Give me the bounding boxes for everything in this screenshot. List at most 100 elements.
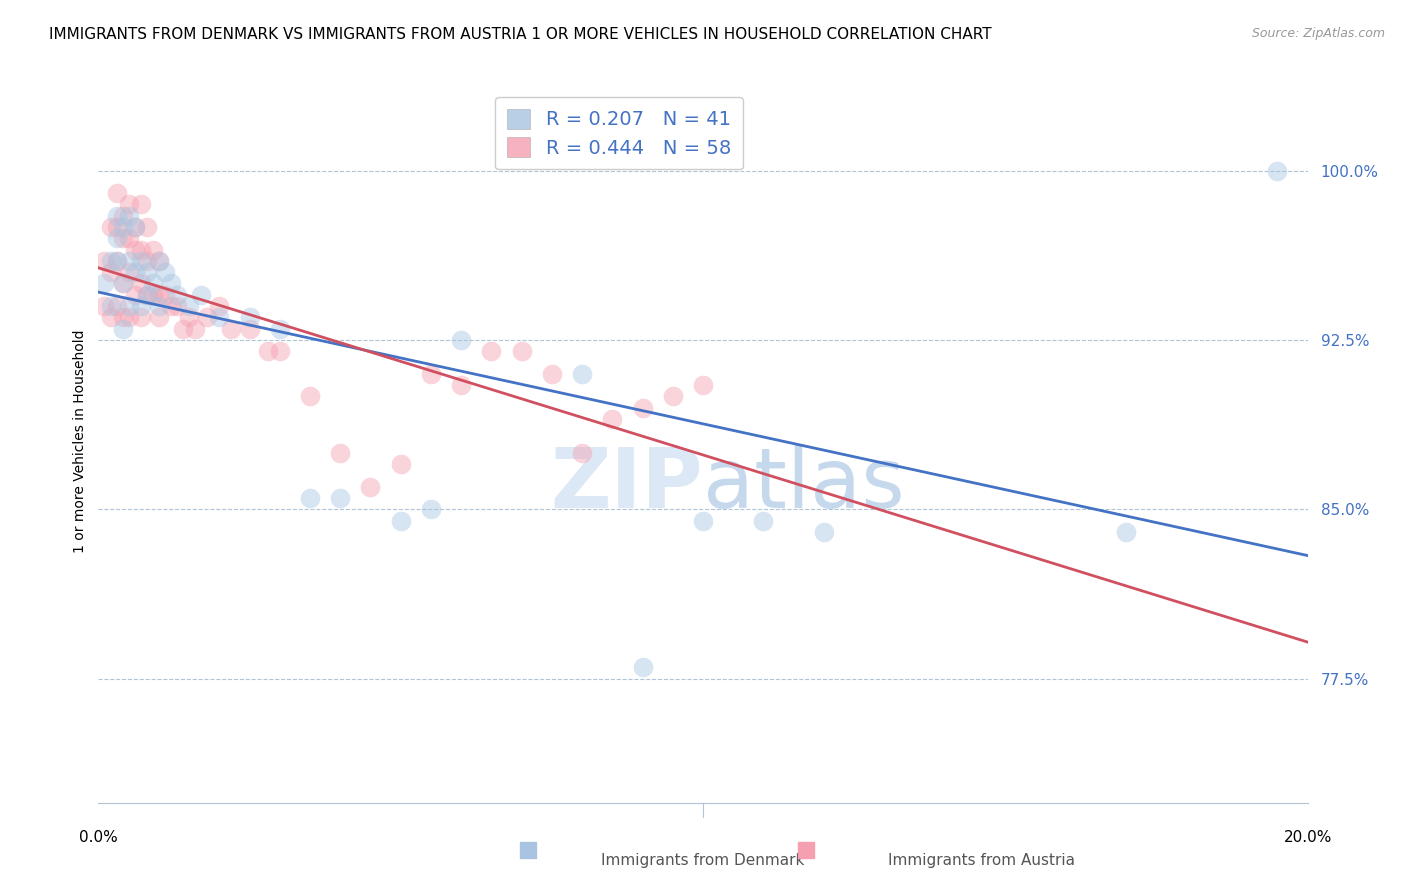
Point [239, 321, 262, 335]
Point [118, 299, 141, 313]
Text: 20.0%: 20.0% [1284, 830, 1331, 845]
Text: Immigrants from Austria: Immigrants from Austria [887, 854, 1074, 869]
Point [105, 209, 128, 223]
Point [100, 299, 122, 313]
Y-axis label: 1 or more Vehicles in Household: 1 or more Vehicles in Household [73, 330, 87, 553]
Point [256, 344, 278, 359]
Point [129, 299, 152, 313]
Point [269, 321, 291, 335]
Point [540, 367, 562, 381]
Point [602, 412, 624, 426]
Point [105, 186, 128, 201]
Point [692, 514, 714, 528]
Point [105, 299, 128, 313]
Point [571, 367, 593, 381]
Point [360, 480, 382, 494]
Point [571, 446, 593, 460]
Point [124, 243, 146, 257]
Point [221, 321, 243, 335]
Point [111, 277, 134, 291]
Point [148, 299, 170, 313]
Point [208, 310, 231, 325]
Legend: R = 0.207   N = 41, R = 0.444   N = 58: R = 0.207 N = 41, R = 0.444 N = 58 [495, 97, 742, 169]
Point [118, 310, 141, 325]
Point [129, 243, 152, 257]
Point [813, 524, 835, 539]
Point [510, 344, 533, 359]
Point [153, 265, 176, 279]
Point [299, 389, 322, 403]
Point [172, 321, 194, 335]
Point [190, 287, 212, 301]
Text: ZIP: ZIP [551, 444, 703, 525]
Point [118, 231, 141, 245]
Point [124, 265, 146, 279]
Text: Immigrants from Denmark: Immigrants from Denmark [602, 854, 804, 869]
Point [135, 253, 157, 268]
Point [105, 253, 128, 268]
Point [124, 220, 146, 235]
Point [100, 310, 122, 325]
Point [118, 197, 141, 211]
Point [129, 253, 152, 268]
Point [148, 253, 170, 268]
Point [450, 378, 472, 392]
Point [135, 287, 157, 301]
Point [208, 299, 231, 313]
Point [111, 321, 134, 335]
Point [142, 277, 165, 291]
Point [184, 321, 207, 335]
Point [118, 265, 141, 279]
Point [100, 220, 122, 235]
Point [179, 299, 201, 313]
Point [129, 197, 152, 211]
Point [135, 287, 157, 301]
Text: atlas: atlas [703, 444, 904, 525]
Point [93, 277, 115, 291]
Point [1115, 524, 1137, 539]
Text: 0.0%: 0.0% [79, 830, 118, 845]
Point [160, 299, 183, 313]
Point [420, 502, 443, 516]
Point [148, 253, 170, 268]
Point [100, 265, 122, 279]
Point [93, 299, 115, 313]
Point [481, 344, 503, 359]
Point [153, 287, 176, 301]
Point [124, 220, 146, 235]
Point [111, 220, 134, 235]
Point [329, 491, 352, 505]
Point [160, 277, 183, 291]
Point [142, 287, 165, 301]
Text: Source: ZipAtlas.com: Source: ZipAtlas.com [1251, 27, 1385, 40]
Point [111, 209, 134, 223]
Text: IMMIGRANTS FROM DENMARK VS IMMIGRANTS FROM AUSTRIA 1 OR MORE VEHICLES IN HOUSEHO: IMMIGRANTS FROM DENMARK VS IMMIGRANTS FR… [49, 27, 991, 42]
Point [148, 310, 170, 325]
Point [111, 231, 134, 245]
Point [239, 310, 262, 325]
Point [661, 389, 683, 403]
Point [752, 514, 775, 528]
Point [105, 253, 128, 268]
Point [148, 287, 170, 301]
Point [631, 401, 654, 415]
Point [129, 277, 152, 291]
Point [129, 310, 152, 325]
Point [692, 378, 714, 392]
Point [105, 220, 128, 235]
Point [124, 287, 146, 301]
Point [135, 265, 157, 279]
Point [195, 310, 218, 325]
Point [105, 231, 128, 245]
Point [1267, 163, 1289, 178]
Point [118, 253, 141, 268]
Point [299, 491, 322, 505]
Point [631, 660, 654, 674]
Point [389, 457, 412, 471]
Point [420, 367, 443, 381]
Point [135, 220, 157, 235]
Point [179, 310, 201, 325]
Point [142, 243, 165, 257]
Point [111, 277, 134, 291]
Point [111, 310, 134, 325]
